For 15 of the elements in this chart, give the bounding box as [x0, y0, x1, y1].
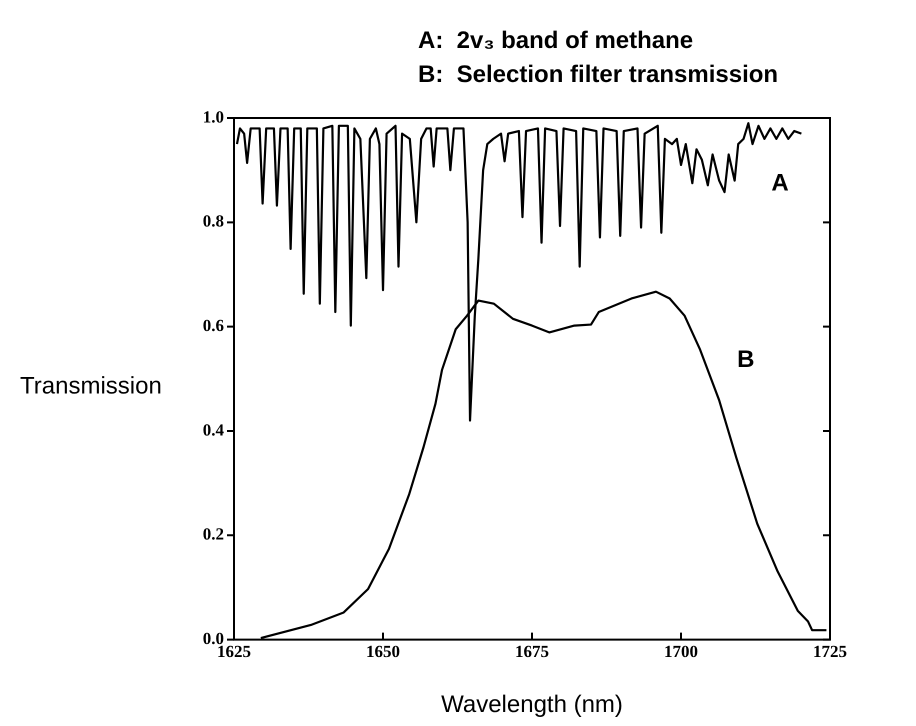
x-tick-label: 1675 — [515, 642, 549, 662]
y-axis-title: Transmission — [20, 372, 162, 400]
y-tick-label: 0.2 — [202, 524, 224, 544]
y-tick-label: 1.0 — [202, 107, 224, 126]
x-tick-label: 1725 — [813, 642, 847, 662]
x-tick-label: 1650 — [366, 642, 400, 662]
y-tick-label: 0.8 — [202, 212, 224, 231]
x-axis-title: Wavelength (nm) — [441, 691, 623, 718]
x-tick-label: 1700 — [664, 642, 698, 662]
chart-title: A: 2v₃ band of methane — [418, 27, 694, 54]
chart-subtitle: B: Selection filter transmission — [418, 61, 778, 88]
y-tick-label: 0.6 — [202, 316, 224, 336]
y-tick-label: 0.4 — [202, 420, 224, 440]
series-label: A — [771, 169, 789, 196]
series-label: B — [737, 346, 754, 373]
